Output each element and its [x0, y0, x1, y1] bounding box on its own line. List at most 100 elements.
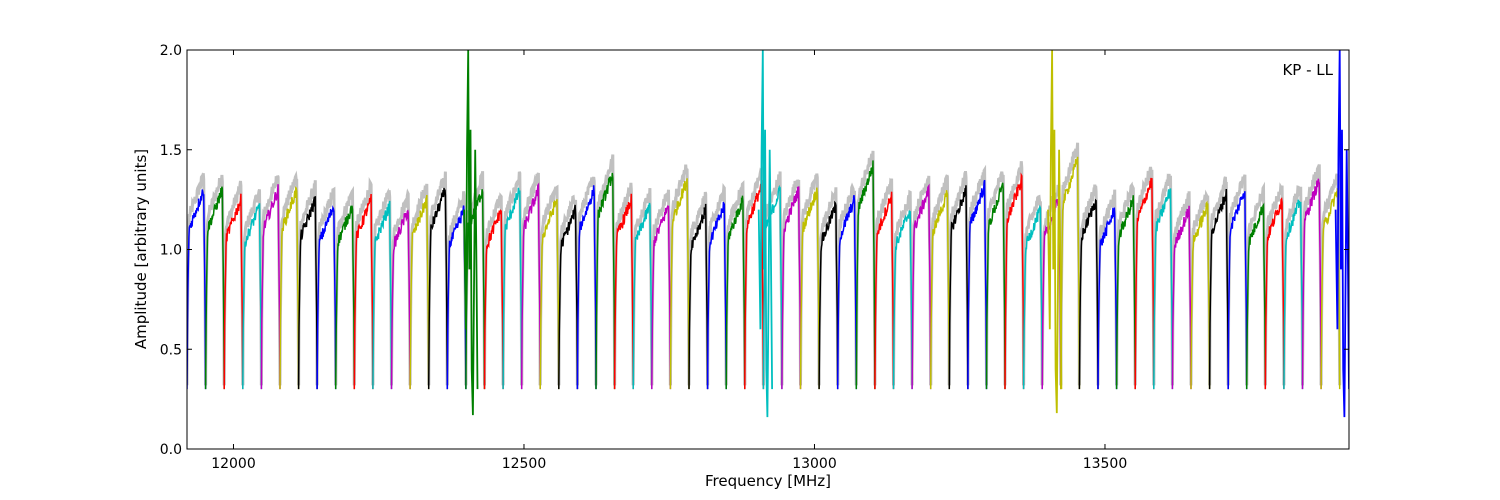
background-channel-trace	[854, 150, 877, 386]
channel-trace	[390, 209, 411, 390]
channel-trace	[316, 205, 337, 390]
channel-trace	[929, 190, 951, 390]
background-channel-trace	[1077, 184, 1100, 386]
channel-trace	[520, 182, 541, 390]
y-tick-label: 0.0	[160, 442, 182, 458]
channel-trace	[1078, 198, 1099, 390]
background-channel-trace	[780, 179, 802, 386]
channel-trace	[688, 203, 709, 390]
channel-trace	[372, 200, 393, 390]
background-channel-trace	[1115, 181, 1137, 386]
x-tick-label: 12000	[211, 456, 256, 472]
background-channel-trace	[799, 173, 821, 386]
channel-trace	[818, 200, 839, 390]
channel-trace	[948, 185, 969, 390]
channel-trace	[651, 204, 672, 390]
channel-trace	[1171, 205, 1192, 390]
background-channel-trace	[352, 176, 375, 386]
background-channel-trace	[557, 194, 579, 386]
channel-trace	[744, 179, 765, 390]
channel-trace	[1004, 172, 1025, 390]
y-tick-label: 1.5	[160, 143, 182, 159]
channel-trace	[409, 194, 430, 390]
background-channel-trace	[1282, 185, 1304, 386]
background-channel-trace	[278, 170, 301, 386]
background-channel-trace	[966, 164, 988, 386]
background-channel-trace	[241, 188, 263, 386]
channel-trace	[706, 201, 727, 390]
background-channel-trace	[222, 180, 245, 386]
background-channel-trace	[594, 154, 617, 386]
channel-trace	[1190, 200, 1211, 390]
spike-trace	[1334, 50, 1349, 418]
spike-trace	[757, 50, 773, 418]
background-channel-trace	[1208, 176, 1230, 386]
channel-trace	[1320, 188, 1341, 390]
background-channel-trace	[668, 164, 691, 386]
background-channel-trace	[1133, 166, 1156, 386]
background-channel-trace	[817, 187, 840, 386]
background-channel-trace	[929, 173, 951, 386]
series-layer	[187, 50, 1349, 418]
background-channel-trace	[501, 171, 524, 386]
x-axis-label: Frequency [MHz]	[705, 472, 831, 490]
channel-trace	[539, 199, 560, 390]
background-channel-trace	[873, 177, 895, 386]
background-channel-trace	[724, 180, 747, 386]
channel-trace	[187, 189, 207, 390]
channel-trace	[204, 186, 225, 390]
channel-trace	[446, 205, 467, 390]
channel-trace	[1227, 191, 1248, 390]
channel-trace	[242, 203, 263, 390]
x-tick-label: 13500	[1083, 456, 1128, 472]
channel-trace	[911, 183, 932, 390]
channel-trace	[1245, 202, 1267, 390]
background-channel-trace	[1022, 194, 1044, 386]
channel-trace	[632, 202, 653, 390]
channel-trace	[576, 185, 597, 390]
channel-trace	[1153, 188, 1174, 390]
channel-trace	[483, 209, 504, 390]
channel-trace	[855, 160, 876, 390]
background-channel-trace	[910, 175, 933, 386]
background-channel-trace	[761, 171, 784, 386]
channel-trace	[669, 178, 690, 390]
channel-trace	[260, 184, 281, 390]
background-channel-trace	[297, 180, 319, 386]
background-channel-trace	[650, 189, 672, 386]
background-channel-trace	[315, 186, 338, 386]
channel-trace	[781, 186, 802, 390]
channel-trace	[1022, 204, 1043, 390]
channel-trace	[1060, 156, 1081, 390]
background-channel-trace	[1040, 184, 1063, 386]
channel-trace	[799, 187, 820, 390]
background-channel-trace	[1189, 189, 1212, 386]
background-channel-trace	[371, 187, 393, 386]
background-channel-trace	[575, 176, 598, 386]
y-tick-label: 0.5	[160, 342, 182, 358]
background-channel-trace	[947, 170, 970, 386]
channel-trace	[1134, 177, 1155, 390]
background-channel-trace	[836, 182, 858, 386]
background-channel-trace	[1152, 173, 1174, 386]
background-channel-trace	[1059, 142, 1081, 386]
channel-trace	[1264, 197, 1285, 390]
background-channel-trace	[687, 191, 710, 386]
channel-trace	[427, 187, 449, 390]
channel-trace	[967, 179, 988, 390]
background-channel-trace	[520, 172, 542, 386]
background-channel-trace	[427, 171, 449, 386]
background-channel-trace	[1263, 182, 1286, 386]
channel-trace	[353, 193, 374, 390]
channel-trace	[334, 205, 356, 390]
background-channel-trace	[259, 175, 282, 386]
channel-trace	[1041, 199, 1062, 390]
background-channel-trace	[408, 183, 431, 386]
background-channel-trace	[187, 172, 208, 386]
x-tick-label: 12500	[502, 456, 547, 472]
channel-trace	[1097, 207, 1118, 390]
background-channel-trace	[1245, 181, 1267, 386]
channel-trace	[836, 195, 858, 390]
background-channel-trace	[204, 174, 226, 386]
